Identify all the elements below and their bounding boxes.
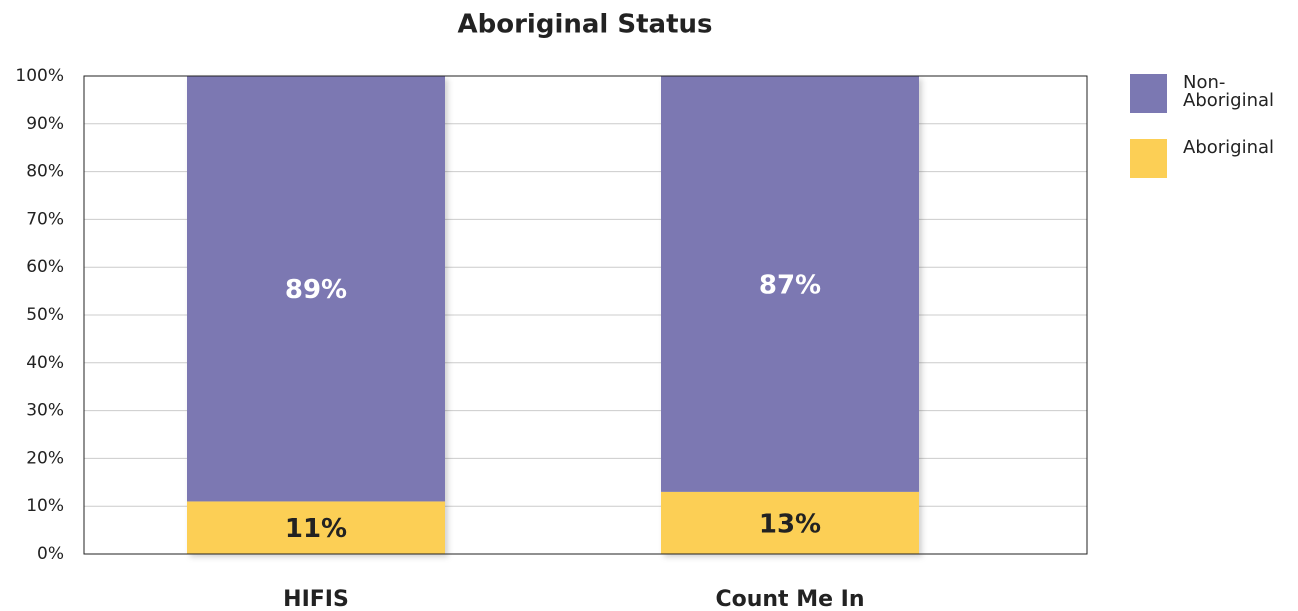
y-tick-label: 10% <box>26 496 64 516</box>
y-tick-label: 50% <box>26 305 64 325</box>
y-tick-label: 0% <box>37 544 64 564</box>
y-tick-label: 60% <box>26 257 64 277</box>
legend-swatch <box>1130 139 1167 178</box>
bar-segment <box>661 76 919 492</box>
y-tick-label: 30% <box>26 401 64 421</box>
bar-stack <box>661 76 919 554</box>
x-tick-label: Count Me In <box>715 587 864 611</box>
legend-item: Aboriginal <box>1130 139 1283 178</box>
value-label: 89% <box>285 275 347 305</box>
value-label: 87% <box>759 270 821 300</box>
plot-border <box>83 75 1088 555</box>
bar-segment <box>187 76 445 502</box>
legend: Non-Aboriginal Aboriginal <box>1130 74 1283 204</box>
value-label: 13% <box>759 509 821 539</box>
y-tick-label: 40% <box>26 353 64 373</box>
y-tick-label: 20% <box>26 448 64 468</box>
bar-segment <box>661 491 919 554</box>
y-tick-label: 70% <box>26 209 64 229</box>
legend-item: Non-Aboriginal <box>1130 74 1283 113</box>
value-label: 11% <box>285 514 347 544</box>
y-tick-label: 80% <box>26 162 64 182</box>
legend-swatch <box>1130 74 1167 113</box>
bar-stack <box>187 76 445 554</box>
legend-label: Aboriginal <box>1183 137 1275 158</box>
y-tick-label: 90% <box>26 114 64 134</box>
x-tick-label: HIFIS <box>283 587 349 611</box>
bar-segment <box>187 501 445 554</box>
legend-label: Non-Aboriginal <box>1183 72 1275 111</box>
y-tick-label: 100% <box>15 66 64 86</box>
chart-title: Aboriginal Status <box>458 10 713 40</box>
